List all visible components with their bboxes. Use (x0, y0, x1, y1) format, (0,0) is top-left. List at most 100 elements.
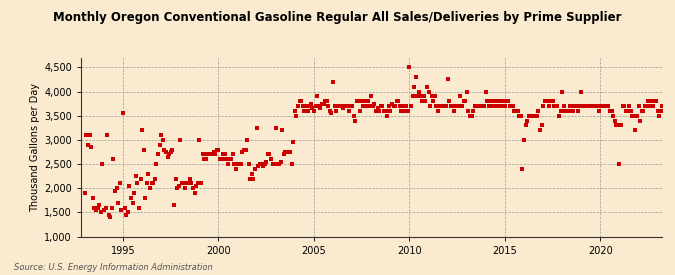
Point (600, 104, 611, 108)
Point (649, 99, 660, 103)
Point (382, 114, 393, 118)
Point (504, 104, 515, 108)
Point (224, 157, 235, 161)
Point (290, 109, 300, 113)
Point (617, 104, 628, 108)
Point (89, 205, 100, 210)
Point (503, 99, 514, 103)
Point (84, 133, 95, 137)
Point (444, 99, 455, 103)
Point (129, 191, 140, 195)
Point (563, 109, 574, 113)
Point (354, 109, 365, 113)
Point (474, 104, 485, 108)
Point (616, 123, 626, 128)
Point (500, 104, 510, 108)
Point (226, 157, 237, 161)
Point (458, 99, 469, 103)
Point (619, 104, 630, 108)
Point (606, 109, 617, 113)
Point (388, 104, 399, 108)
Point (516, 114, 526, 118)
Point (105, 215, 115, 219)
Point (211, 147, 222, 152)
Point (361, 104, 372, 108)
Point (547, 99, 558, 103)
Point (400, 109, 410, 113)
Point (103, 213, 114, 217)
Point (153, 152, 163, 156)
Point (379, 109, 389, 113)
Point (394, 104, 405, 108)
Point (251, 126, 262, 130)
Point (580, 104, 591, 108)
Point (392, 99, 402, 103)
Point (315, 106, 326, 111)
Point (283, 150, 294, 154)
Point (229, 162, 240, 166)
Point (221, 157, 232, 161)
Point (102, 133, 113, 137)
Point (142, 181, 153, 186)
Point (385, 109, 396, 113)
Point (263, 152, 273, 156)
Point (121, 213, 132, 217)
Point (356, 99, 367, 103)
Point (536, 123, 547, 128)
Point (240, 147, 251, 152)
Point (508, 104, 518, 108)
Point (108, 157, 119, 161)
Point (574, 104, 585, 108)
Point (329, 104, 340, 108)
Point (209, 150, 219, 154)
Point (111, 186, 122, 190)
Point (387, 101, 398, 106)
Point (464, 114, 475, 118)
Point (416, 99, 427, 103)
Point (97, 162, 108, 166)
Point (358, 104, 369, 108)
Y-axis label: Thousand Gallons per Day: Thousand Gallons per Day (30, 82, 40, 212)
Point (126, 196, 136, 200)
Point (277, 128, 288, 133)
Point (487, 104, 497, 108)
Point (543, 99, 554, 103)
Point (281, 150, 292, 154)
Point (655, 109, 666, 113)
Point (154, 142, 165, 147)
Point (248, 176, 259, 181)
Point (182, 181, 192, 186)
Point (566, 104, 577, 108)
Point (162, 155, 173, 159)
Point (479, 104, 489, 108)
Point (437, 104, 448, 108)
Point (167, 147, 178, 152)
Point (159, 147, 170, 152)
Point (186, 181, 197, 186)
Point (533, 109, 544, 113)
Point (82, 142, 93, 147)
Point (259, 162, 270, 166)
Point (146, 181, 157, 186)
Point (271, 126, 281, 130)
Point (242, 138, 252, 142)
Point (583, 104, 593, 108)
Point (269, 162, 279, 166)
Point (291, 114, 302, 118)
Point (264, 152, 275, 156)
Point (481, 89, 491, 94)
Point (645, 99, 655, 103)
Point (425, 104, 435, 108)
Point (518, 138, 529, 142)
Point (296, 99, 306, 103)
Point (278, 152, 289, 156)
Point (562, 109, 572, 113)
Point (407, 94, 418, 99)
Point (469, 104, 480, 108)
Point (238, 147, 249, 152)
Point (664, 104, 674, 108)
Point (622, 109, 633, 113)
Point (550, 104, 561, 108)
Point (327, 80, 338, 84)
Point (109, 188, 120, 193)
